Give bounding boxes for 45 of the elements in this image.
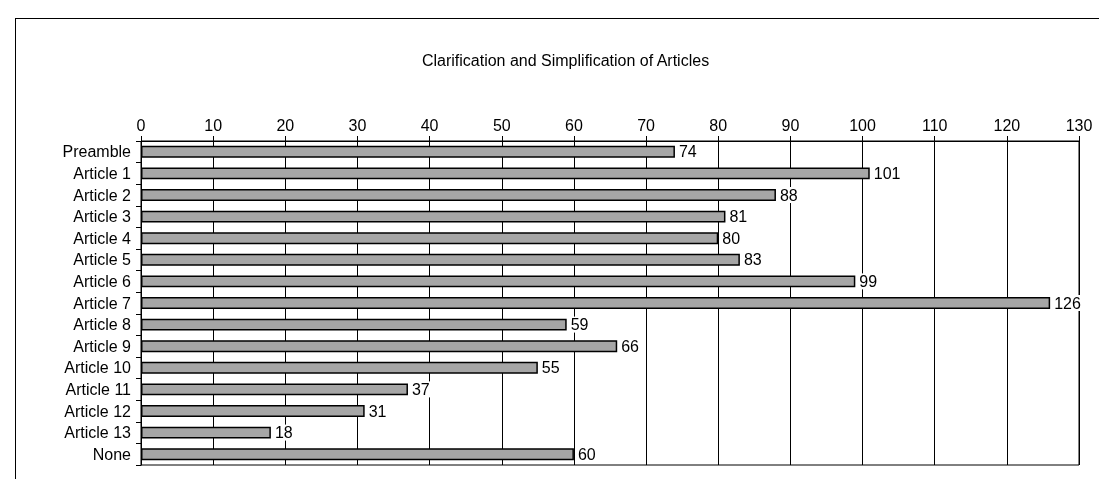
y-tick-label: Article 6 (73, 272, 132, 290)
x-tick-label: 50 (492, 116, 511, 134)
y-tick-label: Article 11 (65, 380, 132, 398)
data-label: 60 (577, 445, 596, 463)
x-tick-label: 70 (637, 116, 656, 134)
data-label: 66 (621, 337, 640, 355)
data-label: 74 (678, 143, 697, 161)
data-label: 99 (859, 272, 878, 290)
x-tick-label: 100 (849, 116, 876, 134)
y-tick-label: None (92, 445, 132, 463)
data-label: 55 (541, 359, 560, 377)
y-tick-label: Preamble (62, 143, 132, 161)
y-tick-label: Article 13 (64, 424, 132, 442)
x-tick-label: 60 (565, 116, 583, 134)
data-label: 59 (570, 316, 589, 334)
data-label: 101 (873, 164, 901, 182)
x-tick-label: 30 (348, 116, 367, 134)
x-tick-label: 0 (136, 116, 146, 134)
data-label: 37 (411, 380, 430, 398)
x-tick-label: 80 (709, 116, 728, 134)
y-tick-label: Article 8 (73, 316, 132, 334)
data-label: 88 (779, 186, 798, 204)
data-label: 31 (368, 402, 387, 420)
data-label: 126 (1054, 294, 1081, 312)
x-tick-label: 120 (993, 116, 1021, 134)
x-tick-label: 130 (1065, 116, 1093, 134)
x-tick-label: 40 (420, 116, 439, 134)
x-tick-label: 10 (204, 116, 223, 134)
y-tick-label: Article 10 (64, 359, 132, 377)
data-label: 18 (274, 424, 293, 442)
y-tick-label: Article 2 (73, 186, 132, 204)
y-tick-label: Article 5 (73, 251, 132, 269)
y-tick-label: Article 3 (73, 208, 132, 226)
data-label: 80 (722, 229, 741, 247)
y-tick-label: Article 12 (64, 402, 132, 420)
chart-title: Clarification and Simplification of Articles (421, 51, 710, 69)
y-tick-label: Article 1 (73, 164, 132, 182)
x-tick-label: 110 (921, 116, 948, 134)
y-tick-label: Article 4 (73, 229, 132, 247)
y-tick-label: Article 7 (73, 294, 132, 312)
data-label: 81 (729, 208, 748, 226)
x-tick-label: 20 (276, 116, 295, 134)
data-label: 83 (743, 251, 762, 269)
x-tick-label: 90 (781, 116, 800, 134)
y-tick-label: Article 9 (73, 337, 132, 355)
